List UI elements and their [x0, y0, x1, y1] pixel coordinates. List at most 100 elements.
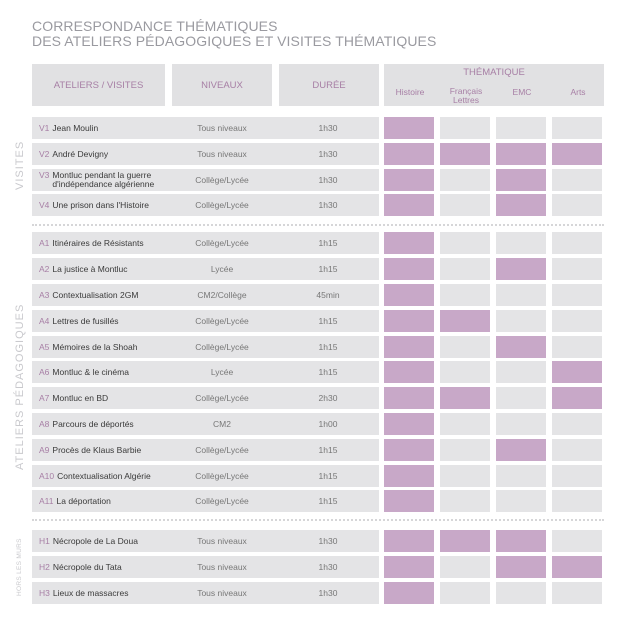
row-code: A10	[39, 470, 55, 481]
page-title: CORRESPONDANCE THÉMATIQUES DES ATELIERS …	[32, 19, 436, 49]
theme-cell-histoire	[384, 361, 434, 383]
row-niveau: Tous niveaux	[197, 123, 247, 133]
row-code: V3	[39, 170, 50, 180]
theme-cell-histoire	[384, 439, 434, 461]
theme-cell-emc	[496, 465, 546, 487]
table-row: V1 Jean Moulin Tous niveaux 1h30	[32, 117, 604, 139]
row-niveau: Collège/Lycée	[195, 316, 249, 326]
theme-cell-francais	[440, 530, 490, 552]
title-line-2: DES ATELIERS PÉDAGOGIQUES ET VISITES THÉ…	[32, 33, 437, 49]
table-row: A4 Lettres de fusillés Collège/Lycée 1h15	[32, 310, 604, 332]
table-row: V2 André Devigny Tous niveaux 1h30	[32, 143, 604, 165]
theme-cell-histoire	[384, 117, 434, 139]
table-row: A10 Contextualisation Algérie Collège/Lycé…	[32, 465, 604, 487]
header-thematique: THÉMATIQUE	[463, 67, 525, 78]
theme-cell-francais	[440, 336, 490, 358]
theme-cell-histoire	[384, 582, 434, 604]
header-arts: Arts	[570, 87, 586, 97]
theme-cell-histoire	[384, 556, 434, 578]
row-niveau: Collège/Lycée	[195, 238, 249, 248]
row-niveau: Tous niveaux	[197, 588, 247, 598]
row-code: A11	[39, 495, 54, 506]
row-title: Montluc pendant la guerre d'indépendance …	[52, 171, 154, 189]
row-name: A7 Montluc en BD	[32, 387, 165, 409]
theme-cell-arts	[552, 284, 602, 306]
theme-cell-francais	[440, 465, 490, 487]
row-title: Montluc & le cinéma	[52, 366, 129, 377]
header-francais-lettres: Français Lettres	[440, 87, 492, 105]
theme-cell-arts	[552, 439, 602, 461]
row-name: A3 Contextualisation 2GM	[32, 284, 165, 306]
theme-cell-francais	[440, 387, 490, 409]
theme-cell-arts	[552, 530, 602, 552]
row-code: H2	[39, 561, 50, 572]
section-label-ateliers: ATELIERS PÉDAGOGIQUES	[14, 303, 26, 470]
row-name: V4 Une prison dans l'Histoire	[32, 194, 165, 216]
row-title: Lettres de fusillés	[52, 315, 119, 326]
row-title: Lieux de massacres	[52, 587, 129, 598]
theme-cell-arts	[552, 117, 602, 139]
row-duree: 1h30	[318, 588, 338, 598]
theme-cell-histoire	[384, 530, 434, 552]
row-title: André Devigny	[52, 148, 109, 159]
header-lettres: Lettres	[453, 95, 479, 105]
theme-cell-emc	[496, 117, 546, 139]
row-duree: 1h15	[318, 367, 338, 377]
row-name: A9 Procès de Klaus Barbie	[32, 439, 165, 461]
row-title: Nécropole du Tata	[52, 561, 122, 572]
row-code: A8	[39, 418, 50, 429]
row-duree: 1h15	[318, 496, 338, 506]
row-name: H3 Lieux de massacres	[32, 582, 165, 604]
row-name: A5 Mémoires de la Shoah	[32, 336, 165, 358]
theme-cell-arts	[552, 490, 602, 512]
row-niveau: Collège/Lycée	[195, 342, 249, 352]
row-name: A10 Contextualisation Algérie	[32, 465, 165, 487]
row-niveau: Collège/Lycée	[195, 175, 249, 185]
row-title: Mémoires de la Shoah	[52, 341, 138, 352]
table-row: A5 Mémoires de la Shoah Collège/Lycée 1h15	[32, 336, 604, 358]
theme-cell-histoire	[384, 387, 434, 409]
theme-cell-arts	[552, 413, 602, 435]
theme-cell-arts	[552, 169, 602, 191]
table-row: H2 Nécropole du Tata Tous niveaux 1h30	[32, 556, 604, 578]
row-niveau: Tous niveaux	[197, 536, 247, 546]
row-name: V1 Jean Moulin	[32, 117, 165, 139]
row-title: Contextualisation 2GM	[52, 289, 139, 300]
row-name: A2 La justice à Montluc	[32, 258, 165, 280]
row-duree: 1h30	[318, 149, 338, 159]
row-niveau: CM2/Collège	[197, 290, 247, 300]
row-duree: 2h30	[318, 393, 338, 403]
theme-cell-emc	[496, 530, 546, 552]
row-title: Montluc en BD	[52, 392, 109, 403]
row-duree: 1h30	[318, 200, 338, 210]
row-niveau: Tous niveaux	[197, 562, 247, 572]
header-emc: EMC	[512, 87, 532, 97]
row-duree: 1h30	[318, 536, 338, 546]
section-label-visites: VISITES	[14, 140, 26, 190]
theme-cell-francais	[440, 284, 490, 306]
theme-cell-francais	[440, 143, 490, 165]
row-name: H1 Nécropole de La Doua	[32, 530, 165, 552]
row-niveau: Collège/Lycée	[195, 200, 249, 210]
row-niveau: Tous niveaux	[197, 149, 247, 159]
row-niveau: Lycée	[210, 264, 234, 274]
separator	[32, 224, 604, 226]
theme-cell-francais	[440, 169, 490, 191]
theme-cell-arts	[552, 465, 602, 487]
row-code: A2	[39, 263, 50, 274]
theme-cell-francais	[440, 310, 490, 332]
theme-cell-francais	[440, 413, 490, 435]
theme-cell-emc	[496, 361, 546, 383]
theme-cell-emc	[496, 413, 546, 435]
row-code: A5	[39, 341, 50, 352]
theme-cell-francais	[440, 556, 490, 578]
row-title: Contextualisation Algérie	[57, 470, 151, 481]
row-title-line-2: d'indépendance algérienne	[52, 179, 155, 189]
row-duree: 1h30	[318, 175, 338, 185]
theme-cell-arts	[552, 194, 602, 216]
theme-cell-histoire	[384, 232, 434, 254]
theme-cell-emc	[496, 284, 546, 306]
theme-cell-histoire	[384, 258, 434, 280]
row-code: A7	[39, 392, 50, 403]
theme-cell-arts	[552, 556, 602, 578]
